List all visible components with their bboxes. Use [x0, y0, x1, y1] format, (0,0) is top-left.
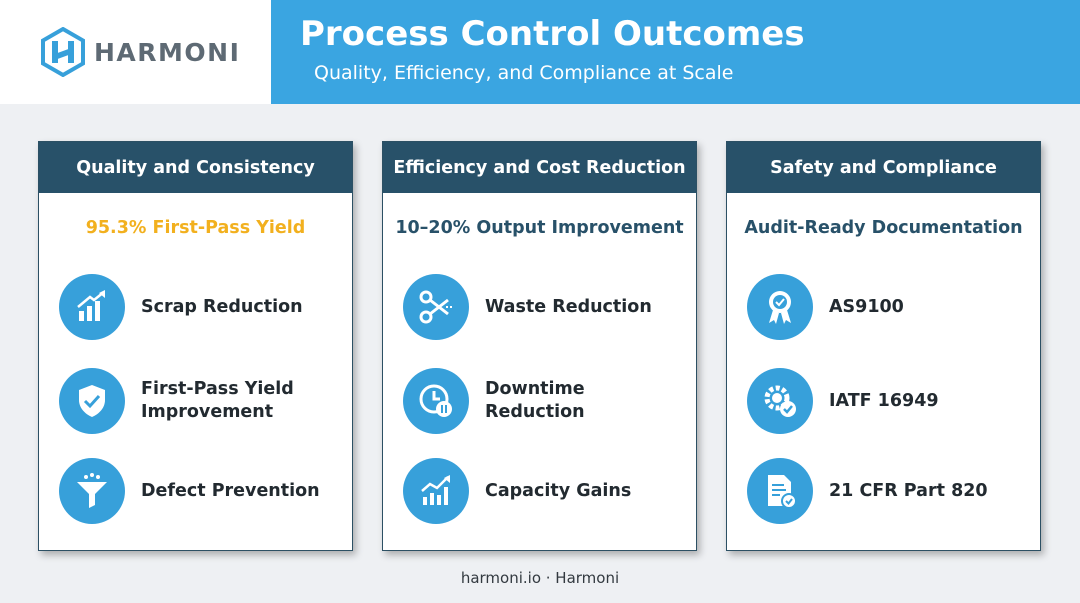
list-item: IATF 16949 — [747, 366, 1027, 436]
list-item: Capacity Gains — [403, 456, 683, 526]
list-item: Defect Prevention — [59, 456, 339, 526]
list-item: Waste Reduction — [403, 272, 683, 342]
card-title: Safety and Compliance — [727, 142, 1040, 193]
card-title: Efficiency and Cost Reduction — [383, 142, 696, 193]
card-highlight: 95.3% First-Pass Yield — [85, 218, 306, 238]
card-highlight: Audit-Ready Documentation — [744, 218, 1023, 238]
item-label: Waste Reduction — [485, 296, 652, 317]
list-item: AS9100 — [747, 272, 1027, 342]
brand-name: HARMONI — [94, 37, 241, 67]
award-badge-icon — [747, 274, 813, 340]
shield-check-icon — [59, 368, 125, 434]
item-label: First-Pass Yield Improvement — [141, 379, 294, 422]
card-compliance: Safety and Compliance Audit-Ready Docume… — [726, 141, 1041, 551]
card-efficiency: Efficiency and Cost Reduction 10–20% Out… — [382, 141, 697, 551]
logo: HARMONI — [0, 0, 271, 104]
page-subtitle: Quality, Efficiency, and Compliance at S… — [314, 62, 734, 84]
card-quality: Quality and Consistency 95.3% First-Pass… — [38, 141, 353, 551]
growth-chart-icon — [403, 458, 469, 524]
list-item: Scrap Reduction — [59, 272, 339, 342]
scissors-icon — [403, 274, 469, 340]
harmoni-logo-icon — [41, 27, 85, 77]
footer-text: harmoni.io · Harmoni — [460, 569, 620, 587]
list-item: First-Pass Yield Improvement — [59, 366, 339, 436]
item-label: Downtime Reduction — [485, 379, 585, 422]
list-item: Downtime Reduction — [403, 366, 683, 436]
item-label: Defect Prevention — [141, 480, 320, 501]
document-check-icon — [747, 458, 813, 524]
card-highlight: 10–20% Output Improvement — [395, 218, 684, 238]
bar-chart-up-icon — [59, 274, 125, 340]
item-label: Capacity Gains — [485, 480, 632, 501]
item-label: AS9100 — [829, 296, 904, 317]
clock-pause-icon — [403, 368, 469, 434]
header-banner: Process Control Outcomes Quality, Effici… — [271, 0, 1080, 104]
gear-check-icon — [747, 368, 813, 434]
item-label: Scrap Reduction — [141, 296, 303, 317]
item-label: IATF 16949 — [829, 390, 939, 411]
item-label: 21 CFR Part 820 — [829, 480, 988, 501]
funnel-icon — [59, 458, 125, 524]
page-title: Process Control Outcomes — [300, 14, 805, 54]
list-item: 21 CFR Part 820 — [747, 456, 1027, 526]
card-title: Quality and Consistency — [39, 142, 352, 193]
